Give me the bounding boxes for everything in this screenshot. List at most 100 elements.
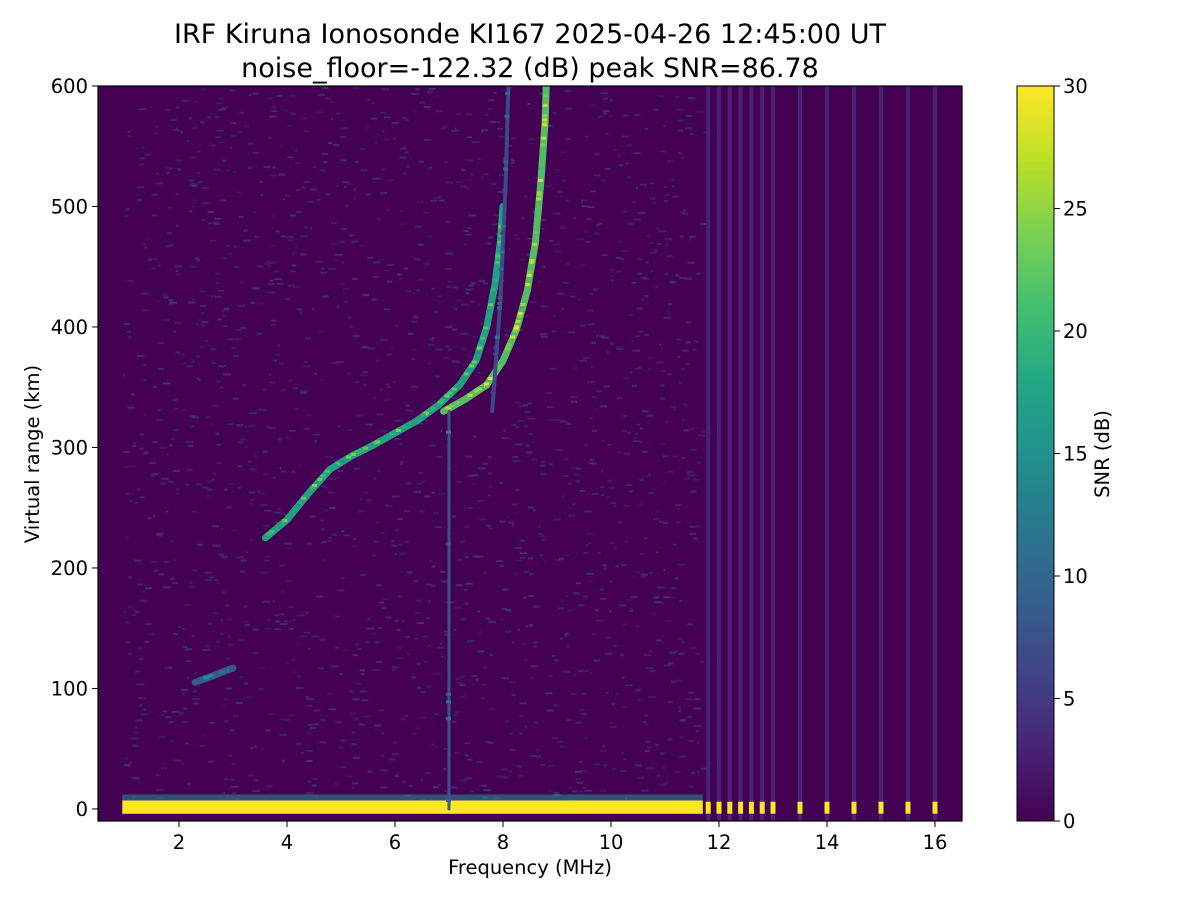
noise-cell [427, 644, 432, 647]
noise-cell [336, 112, 341, 115]
noise-cell [451, 286, 458, 289]
noise-cell [199, 745, 206, 747]
noise-cell [413, 110, 417, 113]
noise-cell [691, 772, 695, 774]
noise-cell [319, 169, 327, 172]
noise-cell [540, 535, 545, 538]
noise-cell [200, 312, 205, 315]
noise-cell [432, 721, 435, 724]
echo-cell [487, 377, 493, 381]
noise-cell [365, 126, 370, 129]
noise-cell [248, 491, 256, 494]
noise-cell [192, 690, 197, 693]
noise-cell [586, 532, 595, 535]
noise-cell [442, 356, 449, 359]
noise-cell [202, 88, 205, 91]
noise-cell [679, 235, 684, 238]
noise-cell [244, 445, 249, 448]
noise-cell [456, 113, 461, 116]
noise-cell [567, 482, 573, 485]
noise-cell [677, 706, 681, 709]
noise-cell [646, 767, 654, 770]
noise-cell [341, 589, 345, 592]
noise-cell [658, 230, 667, 233]
noise-cell [426, 235, 433, 238]
noise-cell [300, 253, 307, 256]
echo-cell [538, 167, 544, 171]
noise-cell [293, 670, 297, 673]
noise-cell [460, 540, 466, 543]
noise-cell [264, 262, 271, 265]
noise-cell [205, 579, 213, 582]
noise-cell [648, 242, 655, 244]
noise-cell [473, 336, 476, 338]
noise-cell [591, 396, 598, 399]
noise-cell [559, 746, 567, 749]
noise-cell [433, 713, 440, 715]
noise-cell [261, 571, 268, 574]
noise-cell [280, 145, 283, 148]
echo-cell [495, 256, 501, 260]
noise-cell [415, 289, 420, 292]
noise-cell [653, 517, 659, 520]
sweep-column-echo [905, 801, 911, 814]
noise-cell [546, 709, 554, 712]
chart-subtitle: noise_floor=-122.32 (dB) peak SNR=86.78 [241, 53, 819, 84]
noise-cell [586, 135, 589, 138]
noise-cell [306, 732, 313, 735]
noise-cell [285, 620, 288, 623]
noise-cell [428, 87, 436, 90]
noise-cell [275, 353, 281, 356]
noise-cell [692, 340, 699, 343]
noise-cell [659, 343, 662, 346]
noise-cell [133, 559, 142, 562]
noise-cell [620, 654, 624, 657]
noise-cell [192, 199, 197, 202]
noise-cell [430, 402, 434, 405]
noise-cell [394, 774, 399, 777]
noise-cell [659, 752, 666, 755]
noise-cell [491, 223, 499, 226]
noise-cell [417, 278, 425, 281]
noise-cell [643, 537, 648, 540]
noise-cell [218, 365, 226, 368]
noise-cell [403, 172, 407, 175]
noise-cell [186, 677, 189, 680]
noise-cell [398, 543, 404, 546]
noise-cell [615, 256, 622, 259]
noise-cell [222, 314, 226, 317]
noise-cell [348, 183, 352, 186]
noise-cell [273, 270, 280, 273]
noise-cell [127, 406, 135, 409]
noise-cell [549, 463, 553, 466]
noise-cell [312, 635, 319, 638]
noise-cell [572, 790, 577, 793]
noise-cell [442, 768, 447, 771]
echo-cell [519, 306, 525, 310]
echo-cell [490, 287, 496, 291]
noise-cell [467, 640, 475, 643]
noise-cell [197, 543, 203, 546]
noise-cell [291, 264, 297, 267]
noise-cell [405, 119, 409, 122]
y-tick-label: 200 [51, 557, 88, 580]
noise-cell [690, 490, 697, 493]
noise-cell [394, 620, 399, 622]
noise-cell [397, 273, 403, 276]
noise-cell [225, 657, 231, 660]
noise-cell [359, 497, 362, 500]
echo-cell [494, 261, 500, 265]
noise-cell [589, 293, 594, 296]
noise-cell [251, 92, 260, 95]
noise-cell [696, 525, 702, 528]
noise-cell [644, 295, 649, 298]
noise-cell [465, 582, 473, 585]
echo-cell [486, 308, 492, 312]
noise-cell [158, 714, 165, 717]
noise-cell [458, 333, 463, 336]
noise-cell [461, 347, 466, 350]
noise-cell [635, 335, 640, 338]
noise-cell [459, 684, 466, 687]
noise-cell [188, 586, 196, 589]
noise-cell [592, 492, 598, 495]
